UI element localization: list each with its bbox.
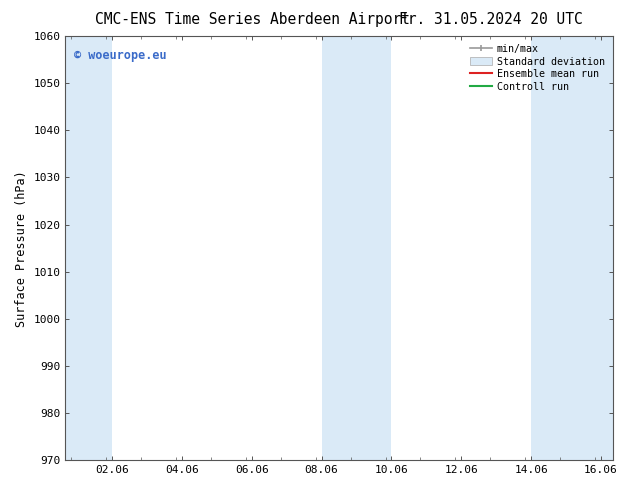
Legend: min/max, Standard deviation, Ensemble mean run, Controll run: min/max, Standard deviation, Ensemble me…	[467, 41, 607, 95]
Bar	[531, 36, 612, 460]
Text: Fr. 31.05.2024 20 UTC: Fr. 31.05.2024 20 UTC	[399, 12, 583, 27]
Bar	[65, 36, 112, 460]
Text: CMC-ENS Time Series Aberdeen Airport: CMC-ENS Time Series Aberdeen Airport	[95, 12, 410, 27]
Bar	[321, 36, 391, 460]
Text: © woeurope.eu: © woeurope.eu	[74, 49, 166, 62]
Y-axis label: Surface Pressure (hPa): Surface Pressure (hPa)	[15, 170, 28, 326]
